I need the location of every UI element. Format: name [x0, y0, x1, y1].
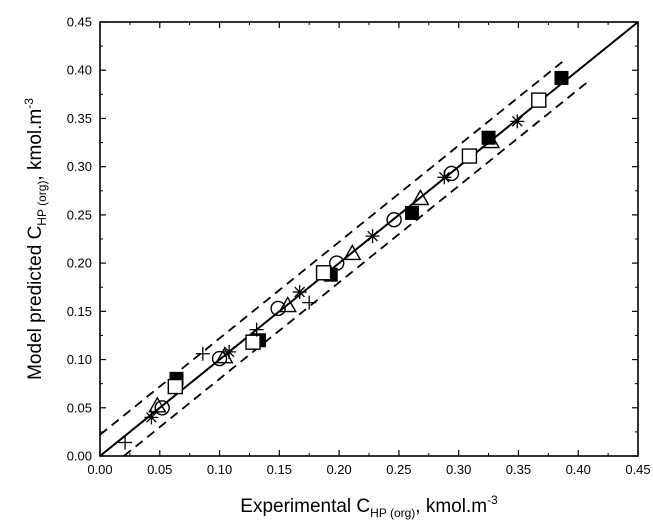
x-tick-label: 0.15	[267, 462, 292, 477]
y-tick-label: 0.30	[67, 159, 92, 174]
open-square-marker	[315, 265, 332, 281]
deviation-bound-line	[99, 57, 567, 436]
asterisk-marker	[222, 344, 237, 359]
x-tick-label: 0.35	[506, 462, 531, 477]
x-tick-label: 0.00	[87, 462, 112, 477]
asterisk-marker	[510, 114, 525, 129]
x-axis-ticks: 0.00 0.05 0.10 0.15 0.20 0.25 0.30 0.35 0.40 0.45	[87, 22, 651, 477]
open-square-marker	[531, 92, 547, 108]
deviation-bound-line	[123, 79, 591, 457]
y-tick-label: 0.00	[67, 449, 92, 464]
x-tick-label: 0.40	[566, 462, 591, 477]
open-triangle-marker	[343, 244, 362, 261]
open-triangle-marker	[411, 189, 430, 206]
open-circle-marker	[386, 212, 402, 228]
y-axis-title: Model predicted CHP (org), kmol.m-3	[22, 98, 49, 380]
y-tick-label: 0.45	[67, 15, 92, 30]
asterisk-marker	[292, 285, 307, 300]
open-triangle-marker	[148, 396, 167, 413]
filled-square-marker	[405, 205, 420, 220]
plus-marker	[195, 346, 210, 361]
open-square-marker	[461, 148, 478, 164]
x-tick-label: 0.45	[625, 462, 650, 477]
open-circle-marker	[329, 255, 345, 271]
asterisk-marker	[365, 229, 380, 244]
x-tick-label: 0.05	[147, 462, 172, 477]
asterisk-marker	[437, 170, 452, 185]
plus-marker	[302, 295, 317, 310]
x-tick-label: 0.30	[446, 462, 471, 477]
plus-marker	[249, 322, 264, 337]
open-triangle-marker	[215, 347, 234, 364]
open-circle-marker	[154, 400, 170, 416]
plus-marker	[118, 435, 133, 450]
y-tick-label: 0.35	[67, 111, 92, 126]
y-tick-label: 0.20	[67, 256, 92, 271]
open-triangle-marker	[278, 296, 297, 313]
x-axis-title: Experimental CHP (org), kmol.m-3	[240, 493, 498, 520]
y-tick-label: 0.25	[67, 207, 92, 222]
open-circle-marker	[270, 300, 286, 317]
y-tick-label: 0.10	[67, 352, 92, 367]
open-square-marker	[245, 334, 261, 350]
y-tick-label: 0.40	[67, 63, 92, 78]
y-axis-ticks: 0.00 0.05 0.10 0.15 0.20 0.25 0.30 0.35 0.40 0.45	[67, 15, 638, 464]
y-tick-label: 0.15	[67, 304, 92, 319]
open-circle-marker	[211, 350, 228, 367]
x-tick-label: 0.25	[386, 462, 411, 477]
plot-area	[99, 21, 639, 457]
open-triangle-marker	[481, 132, 501, 149]
y-tick-label: 0.05	[67, 400, 92, 415]
x-tick-label: 0.20	[326, 462, 351, 477]
data-markers	[118, 70, 569, 450]
filled-square-marker	[554, 70, 569, 85]
asterisk-marker	[144, 410, 159, 425]
x-tick-label: 0.10	[207, 462, 232, 477]
open-square-marker	[167, 378, 184, 395]
